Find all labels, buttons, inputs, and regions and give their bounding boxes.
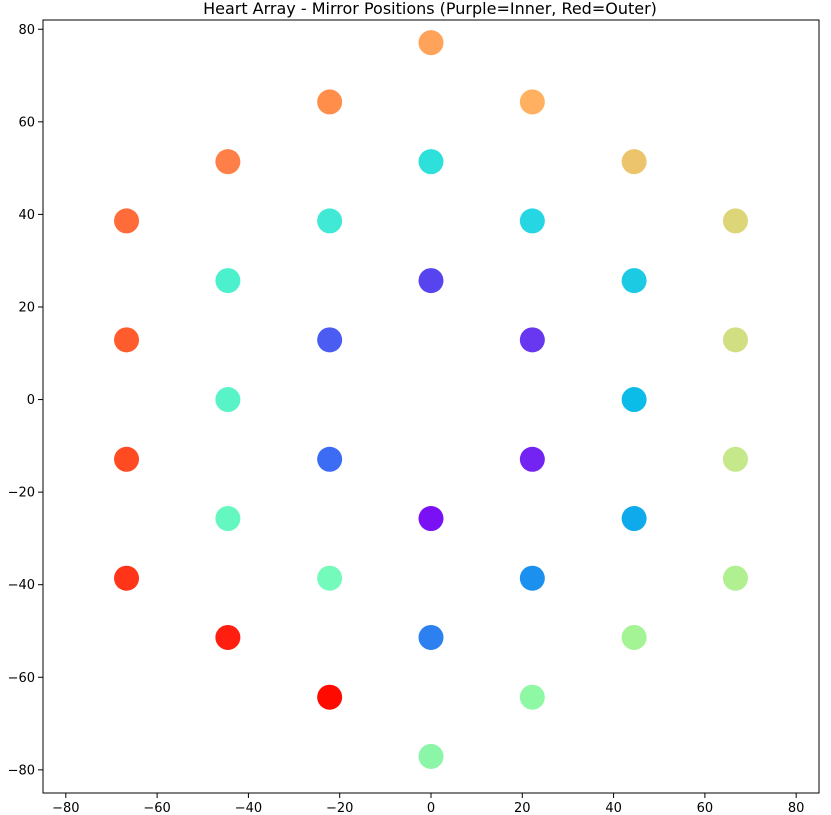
y-tick-label: 60 xyxy=(18,115,35,130)
data-point-29 xyxy=(519,565,545,591)
data-point-4 xyxy=(215,149,241,175)
data-point-13 xyxy=(621,268,647,294)
plot-area-frame xyxy=(42,19,820,794)
y-axis: −80 −60 −40 −20 0 20 40 60 80 xyxy=(8,23,43,778)
x-tick-label: −80 xyxy=(52,801,79,815)
x-tick-label: −40 xyxy=(235,801,262,815)
data-point-2 xyxy=(317,89,343,115)
data-point-17 xyxy=(722,327,748,353)
data-point-8 xyxy=(317,208,343,234)
x-tick-label: 60 xyxy=(697,801,714,815)
data-point-32 xyxy=(418,624,444,650)
x-tick-label: −20 xyxy=(326,801,353,815)
points-layer xyxy=(114,30,748,769)
data-point-22 xyxy=(519,446,545,472)
y-tick-label: 20 xyxy=(18,300,35,315)
data-point-35 xyxy=(519,684,545,710)
x-tick-label: 20 xyxy=(514,801,531,815)
data-point-33 xyxy=(621,624,647,650)
data-point-9 xyxy=(519,208,545,234)
data-point-19 xyxy=(621,387,647,413)
y-tick-label: −40 xyxy=(8,578,35,593)
data-point-18 xyxy=(215,387,241,413)
data-point-24 xyxy=(215,506,241,532)
data-point-25 xyxy=(418,506,444,532)
data-point-6 xyxy=(621,149,647,175)
x-axis: −80 −60 −40 −20 0 20 40 60 80 xyxy=(52,793,804,815)
x-tick-label: −60 xyxy=(143,801,170,815)
data-point-15 xyxy=(317,327,343,353)
y-tick-label: −60 xyxy=(8,671,35,686)
data-point-34 xyxy=(317,684,343,710)
data-point-3 xyxy=(519,89,545,115)
data-point-21 xyxy=(317,446,343,472)
y-tick-label: 80 xyxy=(18,23,35,38)
data-point-10 xyxy=(722,208,748,234)
x-tick-label: 40 xyxy=(605,801,622,815)
data-point-27 xyxy=(114,565,140,591)
data-point-14 xyxy=(114,327,140,353)
data-point-31 xyxy=(215,624,241,650)
x-tick-label: 80 xyxy=(788,801,805,815)
data-point-16 xyxy=(519,327,545,353)
data-point-5 xyxy=(418,149,444,175)
data-point-20 xyxy=(114,446,140,472)
chart-title: Heart Array - Mirror Positions (Purple=I… xyxy=(203,0,657,18)
y-tick-label: −80 xyxy=(8,763,35,778)
data-point-12 xyxy=(418,268,444,294)
y-tick-label: 40 xyxy=(18,208,35,223)
data-point-30 xyxy=(722,565,748,591)
data-point-1 xyxy=(418,30,444,56)
data-point-28 xyxy=(317,565,343,591)
data-point-36 xyxy=(418,743,444,769)
data-point-23 xyxy=(722,446,748,472)
data-point-7 xyxy=(114,208,140,234)
y-tick-label: 0 xyxy=(27,393,35,408)
data-point-26 xyxy=(621,506,647,532)
y-tick-label: −20 xyxy=(8,486,35,501)
x-tick-label: 0 xyxy=(427,801,435,815)
data-point-11 xyxy=(215,268,241,294)
